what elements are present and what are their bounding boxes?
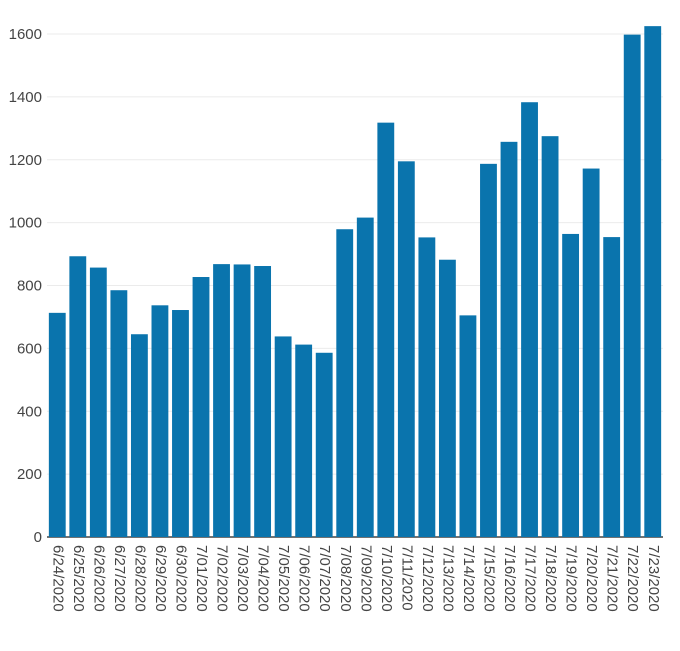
x-tick-label: 7/04/2020 [255,545,272,612]
bar-7-22-2020[interactable] [623,34,641,537]
x-tick-label: 7/02/2020 [214,545,231,612]
bar-7-08-2020[interactable] [336,229,354,538]
bar-7-20-2020[interactable] [582,168,600,538]
x-tick-label: 7/09/2020 [357,545,374,612]
x-tick-label: 7/17/2020 [522,545,539,612]
bars [48,26,662,538]
x-tick-label: 7/16/2020 [501,545,518,612]
bar-7-21-2020[interactable] [603,237,621,537]
y-tick-label: 400 [17,403,42,420]
bar-7-17-2020[interactable] [521,102,538,537]
x-tick-label: 7/14/2020 [460,545,477,612]
bar-7-06-2020[interactable] [295,344,313,537]
bar-6-24-2020[interactable] [48,312,66,537]
bar-7-09-2020[interactable] [356,217,374,537]
x-tick-label: 7/15/2020 [480,545,497,612]
bar-7-02-2020[interactable] [213,264,230,537]
y-tick-label: 1600 [9,26,42,43]
bar-6-25-2020[interactable] [69,256,87,537]
bar-6-30-2020[interactable] [172,310,189,537]
x-tick-label: 6/27/2020 [111,545,128,612]
x-tick-label: 7/07/2020 [316,545,333,612]
x-tick-label: 7/05/2020 [275,545,292,612]
x-tick-label: 7/03/2020 [234,545,251,612]
bar-6-27-2020[interactable] [110,290,128,537]
x-tick-label: 7/23/2020 [645,545,662,612]
x-tick-label: 7/18/2020 [542,545,559,612]
bar-7-15-2020[interactable] [480,163,497,537]
bar-6-29-2020[interactable] [151,305,169,537]
bar-7-11-2020[interactable] [397,161,415,537]
bar-6-28-2020[interactable] [130,334,148,537]
bar-7-23-2020[interactable] [644,26,662,537]
x-tick-label: 7/12/2020 [419,545,436,612]
y-tick-label: 1200 [9,152,42,169]
y-tick-label: 800 [17,278,42,295]
x-axis-tick-labels: 6/24/2020 6/25/2020 6/26/2020 6/27/2020 6/28… [49,545,661,612]
x-tick-label: 7/21/2020 [604,545,621,612]
x-tick-label: 7/19/2020 [563,545,580,612]
x-tick-label: 7/13/2020 [439,545,456,612]
x-tick-label: 7/08/2020 [337,545,354,612]
bar-7-16-2020[interactable] [500,141,518,537]
y-tick-label: 200 [17,466,42,483]
bar-7-13-2020[interactable] [438,259,456,537]
bar-7-12-2020[interactable] [418,237,436,537]
x-tick-label: 7/06/2020 [296,545,313,612]
bar-7-03-2020[interactable] [233,264,251,537]
y-tick-label: 1400 [9,89,42,106]
x-tick-label: 6/26/2020 [90,545,107,612]
y-tick-label: 1000 [9,215,42,232]
bar-7-05-2020[interactable] [274,336,292,537]
x-tick-label: 7/11/2020 [398,545,415,611]
x-tick-label: 7/22/2020 [624,545,641,612]
x-tick-label: 6/30/2020 [172,545,189,612]
gridlines [47,33,663,538]
bar-7-18-2020[interactable] [541,136,559,538]
bar-7-10-2020[interactable] [377,122,395,538]
bar-7-01-2020[interactable] [192,277,210,537]
bar-7-07-2020[interactable] [315,352,333,537]
x-tick-label: 7/10/2020 [378,545,395,612]
y-tick-label: 0 [34,529,42,546]
bar-7-14-2020[interactable] [459,315,477,537]
bar-7-04-2020[interactable] [254,266,272,537]
x-tick-label: 6/25/2020 [70,545,87,612]
y-tick-label: 600 [17,340,42,357]
bar-6-26-2020[interactable] [89,267,107,537]
x-tick-label: 6/24/2020 [49,545,66,612]
x-tick-label: 6/29/2020 [152,545,169,612]
x-tick-label: 7/01/2020 [193,545,210,612]
x-tick-label: 6/28/2020 [131,545,148,612]
y-axis-tick-labels: 0 200 400 600 800 1000 1200 1400 1600 [9,26,42,546]
bar-7-19-2020[interactable] [562,233,580,537]
x-tick-label: 7/20/2020 [583,545,600,612]
